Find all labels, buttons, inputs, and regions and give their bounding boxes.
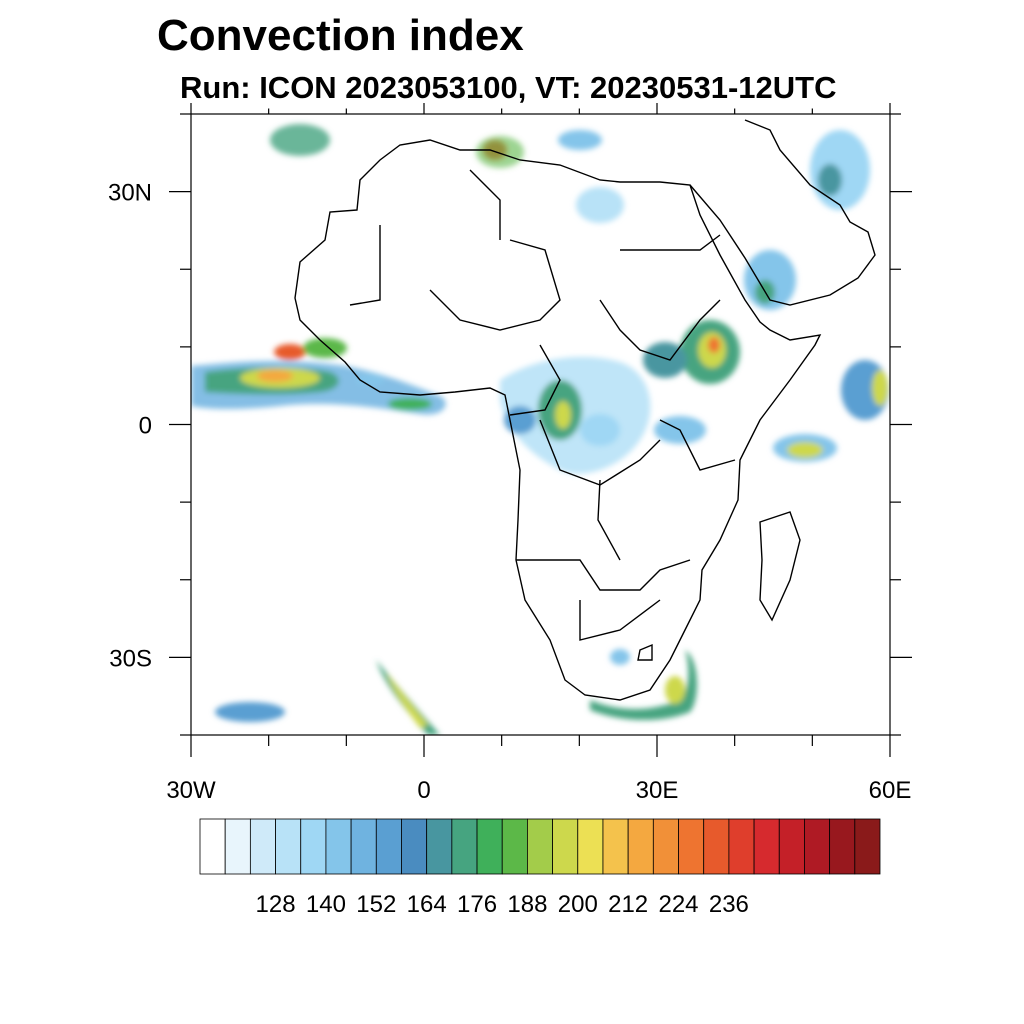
colorbar-swatch [224, 818, 251, 875]
colorbar-swatch [325, 818, 352, 875]
convection-field [191, 124, 889, 735]
colorbar-swatch [476, 818, 503, 875]
colorbar-swatch [778, 818, 805, 875]
colorbar-swatch [451, 818, 478, 875]
colorbar-swatch [577, 818, 604, 875]
colorbar-swatch [703, 818, 730, 875]
lat-tick-label: 30S [109, 645, 152, 672]
lat-tick-label: 30N [108, 180, 152, 207]
colorbar-swatch [829, 818, 856, 875]
colorbar-swatch [678, 818, 705, 875]
colorbar-label: 164 [407, 891, 447, 918]
colorbar-label: 200 [558, 891, 598, 918]
colorbar-swatch [350, 818, 377, 875]
colorbar-swatch [804, 818, 831, 875]
colorbar-swatch [854, 818, 881, 875]
colorbar-swatch [652, 818, 679, 875]
colorbar-swatch [753, 818, 780, 875]
colorbar-swatch [527, 818, 553, 875]
colorbar-label: 236 [709, 891, 749, 918]
colorbar-swatch [728, 818, 755, 875]
lon-tick-label: 30E [636, 777, 679, 804]
lon-tick-label: 30W [166, 777, 216, 804]
colorbar-label: 188 [507, 891, 547, 918]
colorbar-swatch [501, 818, 528, 875]
colorbar-swatch [249, 818, 276, 875]
coastlines [294, 119, 876, 701]
colorbar-swatch [199, 818, 226, 875]
axis-labels: 30W 0 30E 60E 30N 0 30S [108, 180, 911, 804]
colorbar-label: 140 [306, 891, 346, 918]
colorbar-swatch [401, 818, 428, 875]
colorbar-label: 128 [256, 891, 296, 918]
chart-title: Convection index [157, 11, 524, 60]
colorbar-label: 224 [658, 891, 698, 918]
lon-tick-label: 0 [417, 777, 430, 804]
colorbar-swatch [426, 818, 453, 875]
colorbar-label: 176 [457, 891, 497, 918]
axis-ticks [169, 103, 912, 757]
lon-tick-label: 60E [869, 777, 912, 804]
colorbar-swatch [602, 818, 629, 875]
colorbar-label: 152 [356, 891, 396, 918]
colorbar-swatch [627, 818, 654, 875]
colorbar-swatch [552, 818, 579, 875]
colorbar-swatch [300, 818, 327, 875]
colorbar-label: 212 [608, 891, 648, 918]
lat-tick-label: 0 [139, 413, 152, 440]
colorbar-swatch [275, 818, 302, 875]
chart-subtitle: Run: ICON 2023053100, VT: 20230531-12UTC [180, 70, 837, 105]
colorbar-swatch [375, 818, 402, 875]
colorbar: 128 140 152 164 176 188 200 212 224 236 [199, 818, 881, 918]
